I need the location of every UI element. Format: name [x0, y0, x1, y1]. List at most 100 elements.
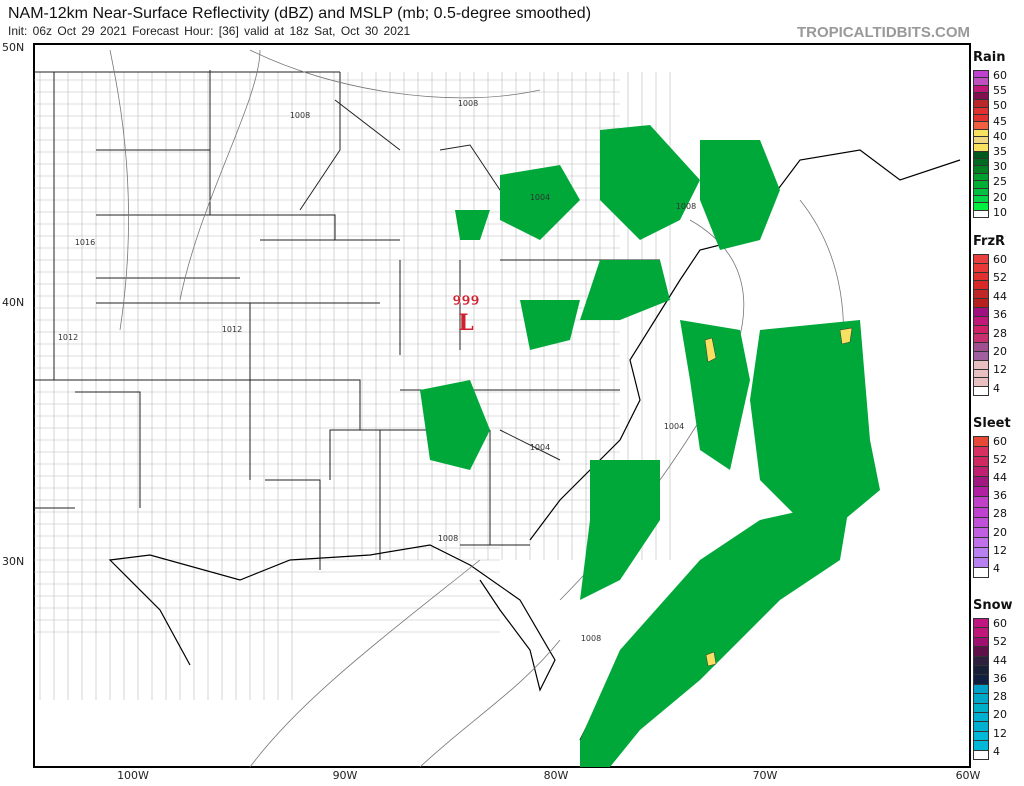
- legend-bin: [974, 487, 988, 498]
- legend-bin: [974, 694, 988, 704]
- legend-label: 20: [993, 525, 1007, 539]
- legend-label: 35: [993, 145, 1007, 159]
- legend-bin: [974, 78, 988, 86]
- legend-bin: [974, 151, 988, 160]
- legend-label: 60: [993, 617, 1007, 630]
- legend-bin: [974, 307, 988, 317]
- legend-bin: [974, 731, 988, 742]
- legend-bin: [974, 115, 988, 123]
- legend-bin: [974, 507, 988, 518]
- isobar-label: 1004: [530, 443, 550, 452]
- isobar-label: 1012: [58, 333, 78, 342]
- legend-label: 30: [993, 160, 1007, 174]
- legend-snow: Snow 60 52 44 36 28 20 12 4: [973, 598, 1023, 760]
- legend-bin: [974, 750, 988, 760]
- legend-bin: [974, 457, 988, 468]
- legend-bin: [974, 647, 988, 657]
- legend-label: 44: [993, 471, 1007, 485]
- legend-label: 28: [993, 507, 1007, 521]
- legend-label: 20: [993, 190, 1007, 204]
- legend-bin: [974, 100, 988, 108]
- legend-label: 52: [993, 271, 1007, 285]
- legend-bin: [974, 437, 988, 448]
- legend-label: 40: [993, 129, 1007, 143]
- brand-watermark[interactable]: TROPICALTIDBITS.COM: [796, 24, 970, 41]
- legend-bin: [974, 290, 988, 300]
- legend-bin: [974, 684, 988, 695]
- isobar-label: 1008: [290, 111, 310, 120]
- legend-label: 60: [993, 69, 1007, 82]
- legend-rain: Rain 60 55 50 45 40 35 30 25 20 10: [973, 50, 1023, 218]
- legend-color-bins: [973, 618, 989, 760]
- legend-bin: [974, 85, 988, 94]
- legend-frzr: FrzR 60 52 44 36 28 20 12 4: [973, 234, 1023, 396]
- legend-bin: [974, 666, 988, 676]
- legend-bin: [974, 351, 988, 361]
- legend-bin: [974, 195, 988, 204]
- legend-bin: [974, 122, 988, 130]
- legend-label: 25: [993, 175, 1007, 189]
- legend-sleet: Sleet 60 52 44 36 28 20 12 4: [973, 416, 1023, 578]
- legend-label: 36: [993, 671, 1007, 685]
- legend-label: 20: [993, 708, 1007, 722]
- legend-bin: [974, 713, 988, 723]
- isobar-label: 1004: [530, 193, 550, 202]
- legend-bin: [974, 281, 988, 291]
- legend-bin: [974, 203, 988, 211]
- legend-label: 4: [993, 561, 1000, 575]
- legend-label: 45: [993, 114, 1007, 128]
- map-title: NAM-12km Near-Surface Reflectivity (dBZ)…: [8, 5, 592, 22]
- legend-bin: [974, 517, 988, 528]
- legend-bin: [974, 188, 988, 196]
- lon-label-70w: 70W: [752, 769, 778, 782]
- legend-bin: [974, 568, 988, 578]
- legend-label: 10: [993, 205, 1007, 219]
- legend-label: 4: [993, 381, 1000, 395]
- legend-label: 12: [993, 726, 1007, 740]
- legend-bin: [974, 741, 988, 751]
- map-subtitle: Init: 06z Oct 29 2021 Forecast Hour: [36…: [8, 24, 411, 38]
- legend-label: 36: [993, 489, 1007, 503]
- legend-title: Snow: [973, 598, 1013, 613]
- legend-label: 44: [993, 653, 1007, 667]
- legend-bin: [974, 334, 988, 344]
- legend-title: Rain: [973, 50, 1006, 65]
- legend-bin: [974, 497, 988, 508]
- lat-label-40n: 40N: [2, 296, 25, 309]
- legend-bin: [974, 703, 988, 714]
- legend-label: 28: [993, 690, 1007, 704]
- legend-bin: [974, 369, 988, 379]
- legend-bin: [974, 316, 988, 326]
- legend-label: 12: [993, 543, 1007, 557]
- legend-bin: [974, 210, 988, 217]
- legend-color-bins: [973, 70, 989, 218]
- legend-bin: [974, 656, 988, 667]
- isobar-label: 1012: [222, 325, 242, 334]
- legend-bin: [974, 263, 988, 273]
- legend-bin: [974, 71, 988, 79]
- legend-bin: [974, 557, 988, 569]
- isobar-label: 1008: [676, 202, 696, 211]
- legend-label: 12: [993, 363, 1007, 377]
- legend-bin: [974, 129, 988, 138]
- legend-label: 60: [993, 435, 1007, 448]
- legend-bin: [974, 675, 988, 685]
- legend-bin: [974, 527, 988, 538]
- lon-label-60w: 60W: [955, 769, 981, 782]
- isobar-label: 1008: [581, 634, 601, 643]
- legend-bin: [974, 360, 988, 370]
- legend-bin: [974, 477, 988, 488]
- legend-bin: [974, 387, 988, 395]
- legend-bin: [974, 173, 988, 182]
- legend-bin: [974, 299, 988, 308]
- legend-bin: [974, 272, 988, 282]
- lon-label-80w: 80W: [543, 769, 569, 782]
- legend-label: 4: [993, 744, 1000, 758]
- isobar-label: 1016: [75, 238, 95, 247]
- legend-title: FrzR: [973, 234, 1006, 249]
- lat-label-30n: 30N: [2, 555, 25, 568]
- legend-bin: [974, 547, 988, 558]
- legend-bin: [974, 166, 988, 174]
- legend-color-bins: [973, 254, 989, 396]
